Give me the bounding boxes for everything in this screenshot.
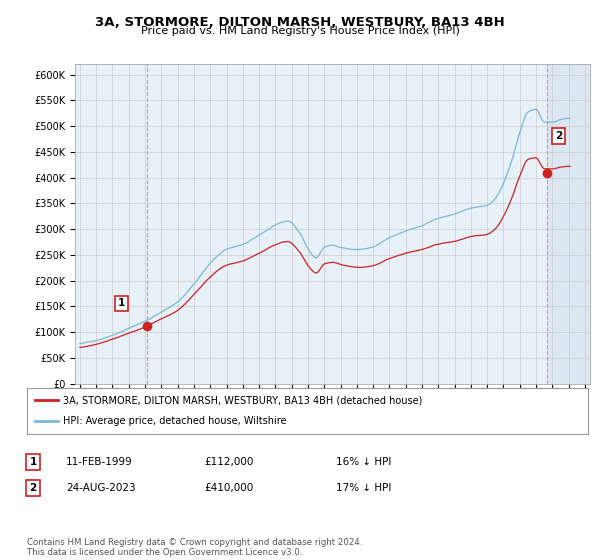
Text: 3A, STORMORE, DILTON MARSH, WESTBURY, BA13 4BH: 3A, STORMORE, DILTON MARSH, WESTBURY, BA… [95, 16, 505, 29]
Text: £112,000: £112,000 [204, 457, 253, 467]
Text: Price paid vs. HM Land Registry's House Price Index (HPI): Price paid vs. HM Land Registry's House … [140, 26, 460, 36]
Bar [547, 64, 590, 384]
Text: 2: 2 [29, 483, 37, 493]
Text: 16% ↓ HPI: 16% ↓ HPI [336, 457, 391, 467]
Text: 2: 2 [555, 131, 562, 141]
Text: 17% ↓ HPI: 17% ↓ HPI [336, 483, 391, 493]
Text: 3A, STORMORE, DILTON MARSH, WESTBURY, BA13 4BH (detached house): 3A, STORMORE, DILTON MARSH, WESTBURY, BA… [64, 395, 423, 405]
Text: 24-AUG-2023: 24-AUG-2023 [66, 483, 136, 493]
Text: HPI: Average price, detached house, Wiltshire: HPI: Average price, detached house, Wilt… [64, 417, 287, 427]
Text: 11-FEB-1999: 11-FEB-1999 [66, 457, 133, 467]
Text: Contains HM Land Registry data © Crown copyright and database right 2024.
This d: Contains HM Land Registry data © Crown c… [27, 538, 362, 557]
Text: 1: 1 [118, 298, 125, 309]
Text: £410,000: £410,000 [204, 483, 253, 493]
Text: 1: 1 [29, 457, 37, 467]
